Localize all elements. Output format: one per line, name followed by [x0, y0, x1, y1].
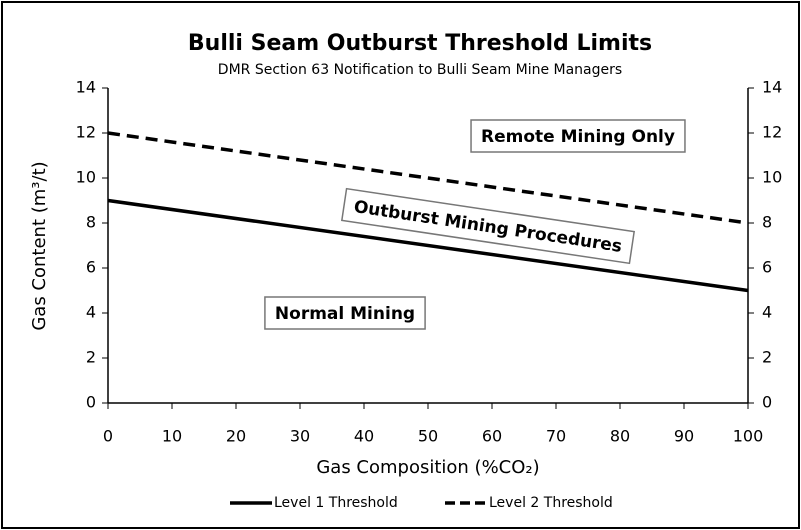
x-tick-label: 60	[482, 427, 502, 446]
series-line	[107, 131, 749, 225]
chart-title: Bulli Seam Outburst Threshold Limits	[188, 31, 652, 56]
y2-tick-label: 8	[762, 213, 772, 232]
y-tick-label: 4	[86, 303, 96, 322]
x-tick-label: 80	[610, 427, 630, 446]
y-tick-label: 0	[86, 393, 96, 412]
x-tick-label: 10	[162, 427, 182, 446]
y2-tick-label: 12	[762, 123, 782, 142]
annotation-box	[264, 296, 426, 330]
y2-tick-label: 4	[762, 303, 772, 322]
legend-label: Level 1 Threshold	[274, 495, 398, 511]
y-tick-label: 10	[76, 168, 96, 187]
y2-tick-label: 10	[762, 168, 782, 187]
x-tick-label: 70	[546, 427, 566, 446]
annotation-text: Remote Mining Only	[481, 127, 675, 147]
y-tick-label: 8	[86, 213, 96, 232]
y-tick-label: 6	[86, 258, 96, 277]
x-axis-label: Gas Composition (%CO₂)	[316, 457, 539, 478]
y-tick-label: 2	[86, 348, 96, 367]
x-tick-label: 0	[103, 427, 113, 446]
annotation-box	[340, 187, 636, 265]
annotation-box	[470, 119, 686, 153]
y-tick-label: 12	[76, 123, 96, 142]
x-tick-label: 100	[733, 427, 764, 446]
y-axis-label: Gas Content (m³/t)	[29, 161, 50, 330]
chart-subtitle: DMR Section 63 Notification to Bulli Sea…	[218, 62, 622, 78]
y2-tick-label: 6	[762, 258, 772, 277]
x-tick-label: 90	[674, 427, 694, 446]
y2-tick-label: 2	[762, 348, 772, 367]
annotation-text: Normal Mining	[275, 304, 415, 324]
x-tick-label: 50	[418, 427, 438, 446]
annotation: Remote Mining Only	[470, 119, 686, 153]
x-tick-label: 30	[290, 427, 310, 446]
y2-tick-label: 0	[762, 393, 772, 412]
y-tick-label: 14	[76, 78, 96, 97]
y2-tick-label: 14	[762, 78, 782, 97]
legend-label: Level 2 Threshold	[489, 495, 613, 511]
x-tick-label: 20	[226, 427, 246, 446]
annotation: Normal Mining	[264, 296, 426, 330]
series-line	[107, 198, 749, 293]
x-tick-label: 40	[354, 427, 374, 446]
